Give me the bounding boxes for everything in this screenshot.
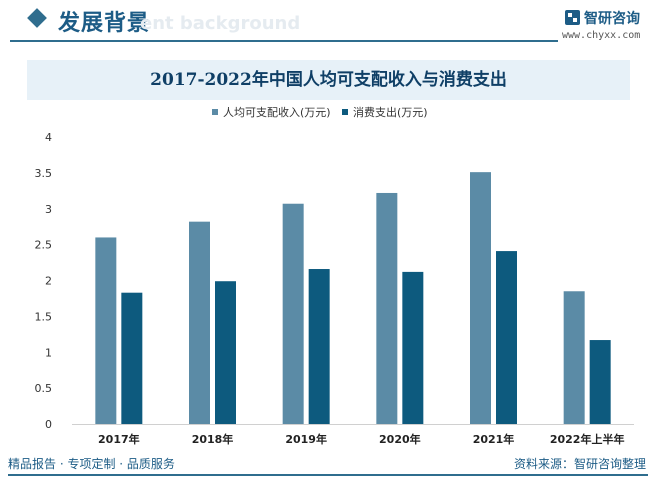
data-source: 资料来源：智研咨询整理 bbox=[513, 457, 646, 471]
bar-income bbox=[282, 203, 304, 424]
legend-swatch-income bbox=[212, 109, 218, 115]
brand-logo-icon bbox=[565, 10, 580, 25]
section-title: 发展背景 bbox=[58, 11, 151, 36]
footer-tagline: 精品报告 · 专项定制 · 品质服务 bbox=[8, 457, 175, 471]
legend-item-consumption: 消费支出(万元) bbox=[342, 105, 428, 121]
brand-name: 智研咨询 bbox=[584, 11, 640, 27]
bar-consumption bbox=[589, 340, 611, 424]
y-tick-label: 1.5 bbox=[35, 310, 53, 323]
x-tick-label: 2022年上半年 bbox=[550, 432, 625, 446]
chart-title: 2017-2022年中国人均可支配收入与消费支出 bbox=[150, 70, 507, 90]
brand-url: www.chyxx.com bbox=[562, 30, 641, 41]
y-tick-label: 0.5 bbox=[35, 382, 53, 395]
y-tick-label: 4 bbox=[45, 131, 52, 144]
y-tick-label: 0 bbox=[45, 418, 52, 431]
header: 发展背景 ent background 智研咨询 www.chyxx.com bbox=[0, 0, 656, 44]
bar-consumption bbox=[121, 292, 143, 424]
bar-income bbox=[95, 237, 117, 424]
section-title-en: ent background bbox=[140, 13, 301, 34]
legend-label-consumption: 消费支出(万元) bbox=[353, 106, 428, 119]
legend-label-income: 人均可支配收入(万元) bbox=[223, 106, 331, 119]
header-divider bbox=[10, 40, 558, 42]
y-tick-label: 3.5 bbox=[35, 167, 53, 180]
x-tick-label: 2017年 bbox=[98, 432, 140, 446]
legend-item-income: 人均可支配收入(万元) bbox=[212, 105, 331, 121]
x-tick-label: 2021年 bbox=[473, 432, 515, 446]
footer-divider bbox=[8, 474, 648, 476]
bar-consumption bbox=[215, 281, 236, 424]
bar-consumption bbox=[308, 269, 330, 424]
y-tick-label: 3 bbox=[45, 203, 52, 216]
y-tick-label: 1 bbox=[45, 346, 52, 359]
chart-title-band bbox=[27, 60, 630, 100]
legend-swatch-consumption bbox=[342, 109, 348, 115]
bar-income bbox=[189, 221, 210, 424]
bar-consumption bbox=[402, 271, 424, 424]
bar-income bbox=[376, 192, 398, 424]
y-tick-label: 2 bbox=[45, 275, 52, 288]
y-tick-label: 2.5 bbox=[35, 239, 53, 252]
x-tick-label: 2018年 bbox=[192, 432, 234, 446]
bar-income bbox=[470, 172, 491, 424]
bar-consumption bbox=[496, 251, 517, 424]
x-tick-label: 2019年 bbox=[285, 432, 327, 446]
bar-income bbox=[563, 291, 585, 424]
x-tick-label: 2020年 bbox=[379, 432, 421, 446]
